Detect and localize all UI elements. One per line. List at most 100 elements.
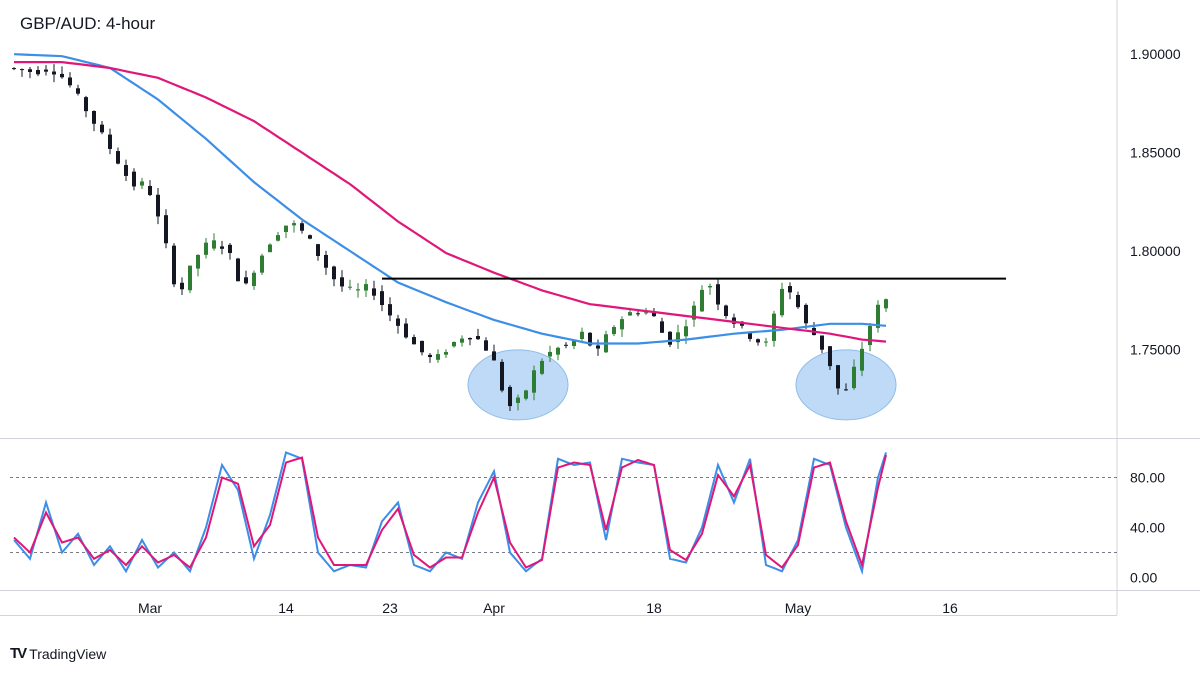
- candle-75: [612, 325, 616, 336]
- candle-body: [236, 258, 240, 282]
- candle-5: [52, 64, 56, 83]
- candle-body: [828, 346, 832, 367]
- candle-body: [228, 244, 232, 254]
- candle-37: [308, 234, 312, 240]
- candle-1: [20, 68, 24, 77]
- candle-body: [44, 69, 48, 72]
- candle-56: [460, 335, 464, 347]
- candle-63: [516, 394, 520, 411]
- candle-body: [428, 354, 432, 358]
- candle-98: [796, 291, 800, 309]
- candle-34: [284, 225, 288, 238]
- candle-64: [524, 389, 528, 401]
- candle-89: [724, 304, 728, 319]
- candle-body: [92, 110, 96, 124]
- candle-32: [268, 243, 272, 253]
- candle-21: [180, 277, 184, 296]
- candle-body: [652, 311, 656, 317]
- candle-20: [172, 243, 176, 288]
- price-tick-label: 1.80000: [1130, 243, 1181, 259]
- candle-body: [492, 351, 496, 361]
- candle-69: [564, 342, 568, 349]
- candle-body: [404, 323, 408, 338]
- candle-body: [588, 332, 592, 346]
- candle-body: [28, 69, 32, 72]
- candle-body: [124, 165, 128, 176]
- candle-body: [324, 254, 328, 268]
- time-tick-label: 16: [942, 600, 958, 616]
- candle-102: [828, 345, 832, 371]
- candle-8: [76, 84, 80, 96]
- candle-body: [196, 254, 200, 269]
- candle-70: [572, 340, 576, 350]
- candle-body: [820, 335, 824, 350]
- candle-22: [188, 265, 192, 294]
- stoch-tick-label: 80.00: [1130, 470, 1165, 486]
- candle-body: [780, 288, 784, 316]
- candle-62: [508, 385, 512, 412]
- candle-body: [36, 70, 40, 75]
- candle-body: [188, 265, 192, 291]
- candle-body: [212, 240, 216, 249]
- candle-body: [620, 319, 624, 330]
- candle-68: [556, 346, 560, 361]
- candle-97: [788, 282, 792, 300]
- stoch-tick-label: 0.00: [1130, 570, 1157, 586]
- candle-73: [596, 339, 600, 356]
- candle-82: [668, 331, 672, 348]
- candle-body: [420, 340, 424, 353]
- candle-body: [284, 225, 288, 233]
- sma_fast-line: [13, 53, 887, 345]
- candle-29: [244, 270, 248, 285]
- candle-16: [140, 177, 144, 190]
- candle-86: [700, 285, 704, 312]
- candle-body: [12, 68, 16, 70]
- time-tick-label: May: [785, 600, 811, 616]
- candle-103: [836, 365, 840, 395]
- stoch-d-line: [13, 454, 887, 570]
- price-tick-label: 1.85000: [1130, 145, 1181, 161]
- candle-body: [204, 242, 208, 255]
- candle-49: [404, 318, 408, 339]
- candle-39: [324, 250, 328, 275]
- candle-body: [468, 337, 472, 340]
- candle-7: [68, 72, 72, 88]
- candle-body: [796, 294, 800, 308]
- candle-66: [540, 358, 544, 376]
- candle-body: [500, 361, 504, 391]
- candle-body: [516, 397, 520, 403]
- candle-body: [876, 304, 880, 328]
- candle-12: [108, 128, 112, 155]
- candle-15: [132, 168, 136, 191]
- candle-body: [356, 289, 360, 291]
- candle-99: [804, 303, 808, 330]
- price-tick-label: 1.90000: [1130, 46, 1181, 62]
- candle-body: [508, 386, 512, 407]
- candle-18: [156, 188, 160, 225]
- candle-41: [340, 270, 344, 292]
- candlesticks: [12, 64, 888, 412]
- candle-body: [764, 341, 768, 343]
- candle-65: [532, 365, 536, 401]
- candle-28: [236, 257, 240, 282]
- candle-106: [860, 341, 864, 377]
- candle-body: [788, 286, 792, 293]
- candle-body: [300, 223, 304, 231]
- candle-101: [820, 335, 824, 354]
- candle-38: [316, 243, 320, 261]
- price-tick-label: 1.75000: [1130, 341, 1181, 357]
- candle-0: [12, 67, 16, 71]
- candle-23: [196, 254, 200, 277]
- candle-body: [724, 305, 728, 317]
- candle-body: [412, 337, 416, 345]
- time-tick-label: 14: [278, 600, 294, 616]
- candle-54: [444, 349, 448, 358]
- candle-body: [756, 339, 760, 343]
- candle-body: [532, 370, 536, 393]
- candle-body: [260, 255, 264, 273]
- tradingview-brand: TV TradingView: [10, 645, 106, 662]
- candle-43: [356, 283, 360, 298]
- candle-body: [308, 235, 312, 239]
- candle-body: [172, 245, 176, 285]
